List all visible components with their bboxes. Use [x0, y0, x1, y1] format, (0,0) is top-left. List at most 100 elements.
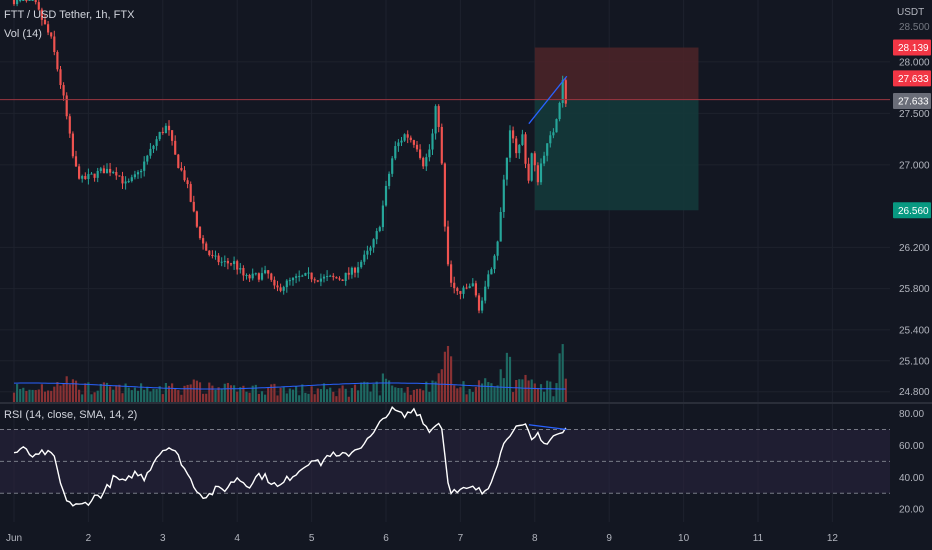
volume-bar	[558, 353, 561, 402]
candle-body	[158, 131, 161, 140]
volume-bar	[245, 391, 248, 402]
volume-bar	[273, 383, 276, 402]
volume-ma-line	[14, 382, 566, 390]
candle-body	[136, 172, 140, 175]
candle-body	[378, 227, 381, 232]
volume-bar	[146, 386, 149, 402]
candle-body	[499, 211, 502, 242]
volume-bar	[282, 387, 285, 402]
volume-bar	[298, 395, 301, 402]
short-position-tool[interactable]	[534, 47, 699, 211]
candle-body	[524, 134, 527, 164]
volume-bar	[446, 345, 450, 402]
candle-body	[143, 161, 146, 171]
candle-body	[34, 0, 37, 3]
candle-body	[422, 157, 425, 167]
candle-body	[434, 106, 437, 134]
candle-body	[177, 154, 180, 168]
volume-bar	[270, 384, 273, 402]
price-badge-label: 27.633	[898, 74, 929, 85]
price-tick-label: 25.800	[899, 284, 930, 295]
candle-body	[527, 163, 530, 181]
time-tick-label: Jun	[6, 533, 22, 544]
candle-body	[353, 267, 357, 273]
volume-bar	[248, 392, 251, 402]
candle-body	[490, 269, 493, 275]
candle-body	[406, 134, 409, 138]
candle-body	[341, 279, 344, 281]
rsi-tick-label: 60.00	[899, 441, 924, 452]
candle-body	[564, 80, 567, 104]
candle-body	[304, 273, 307, 276]
time-tick-label: 6	[383, 533, 389, 544]
volume-bar	[59, 385, 62, 402]
candle-body	[366, 250, 369, 255]
symbol-legend[interactable]: FTT / USD Tether, 1h, FTX	[4, 9, 135, 21]
volume-bar	[304, 392, 307, 402]
volume-bar	[481, 383, 484, 402]
volume-bar	[453, 385, 456, 402]
volume-legend[interactable]: Vol (14)	[4, 28, 42, 40]
volume-bar	[561, 344, 564, 402]
volume-bar	[512, 392, 515, 402]
volume-bar	[214, 389, 217, 402]
volume-bar	[276, 395, 279, 402]
volume-bar	[502, 378, 505, 402]
rsi-legend[interactable]: RSI (14, close, SMA, 14, 2)	[4, 409, 138, 421]
volume-bar	[338, 388, 341, 402]
volume-bar	[350, 388, 353, 402]
candle-body	[549, 135, 552, 144]
price-trendline[interactable]	[528, 75, 568, 125]
take-profit-zone	[534, 99, 699, 211]
volume-bar	[186, 384, 189, 402]
volume-bar	[143, 389, 146, 402]
candle-body	[96, 170, 99, 178]
candle-body	[465, 287, 468, 289]
volume-bar	[484, 378, 487, 402]
price-axis[interactable]: 28.000 27.500 27.000 26.200 25.800 25.400 25.1…	[899, 22, 930, 398]
rsi-divergence-line[interactable]	[528, 424, 567, 431]
price-badge	[893, 93, 931, 110]
volume-bar	[493, 387, 496, 402]
price-tick-label: 24.800	[899, 387, 930, 398]
candle-body	[81, 176, 84, 179]
candle-body	[360, 261, 363, 268]
time-tick-label: 11	[753, 533, 764, 544]
candle-body	[536, 165, 539, 183]
volume-bar	[310, 386, 313, 402]
volume-bar	[192, 379, 195, 402]
volume-bar	[260, 391, 264, 402]
candle-body	[530, 153, 533, 181]
volume-bar	[267, 387, 270, 402]
candle-body	[270, 273, 273, 280]
volume-bar	[462, 381, 465, 402]
candle-body	[25, 0, 28, 1]
time-axis[interactable]: Jun 2 3 4 5 6 7 8 9 10 11 12	[6, 533, 838, 544]
volume-bar	[329, 387, 332, 402]
volume-bar	[391, 385, 394, 402]
candle-body	[552, 132, 555, 136]
volume-bar	[220, 388, 223, 402]
volume-bar	[546, 380, 549, 402]
volume-bar	[257, 393, 260, 402]
candle-body	[415, 144, 419, 150]
candle-body	[521, 134, 524, 145]
candle-body	[372, 239, 375, 248]
candle-body	[183, 170, 186, 181]
volume-bar	[40, 384, 43, 402]
volume-bar	[363, 381, 366, 402]
candle-body	[310, 272, 313, 280]
candle-body	[313, 279, 316, 281]
candle-body	[443, 163, 446, 227]
volume-bars	[12, 344, 567, 402]
candle-body	[257, 273, 260, 280]
rsi-axis[interactable]: 80.00 60.00 40.00 20.00	[899, 409, 924, 516]
volume-bar	[375, 381, 378, 402]
candle-body	[446, 226, 450, 265]
candle-body	[146, 155, 149, 162]
candle-body	[487, 274, 490, 287]
candle-body	[403, 134, 406, 141]
volume-bar	[96, 390, 99, 402]
price-tick-label: 25.400	[899, 325, 930, 336]
